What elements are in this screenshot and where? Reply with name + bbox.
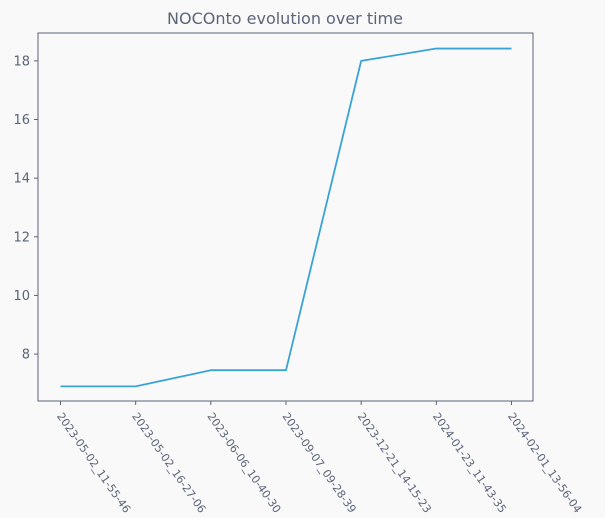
y-tick-label: 16 (13, 113, 30, 128)
plot-area-frame (38, 33, 533, 401)
y-tick-label: 10 (13, 289, 30, 304)
y-axis: 8 10 12 14 16 18 (13, 54, 38, 362)
x-axis: 2023-05-02_11-55-462023-05-02_16-27-0620… (54, 401, 584, 514)
series-line (61, 49, 512, 387)
series-layer (60, 49, 511, 387)
x-tick-label: 2023-09-07_09-28-39 (280, 410, 359, 514)
x-tick-label: 2023-05-02_11-55-46 (54, 410, 133, 514)
y-tick-label: 14 (13, 172, 30, 187)
y-tick-label: 18 (13, 54, 30, 69)
y-tick-label: 8 (22, 348, 30, 363)
x-tick-label: 2024-01-23_11-43-35 (430, 410, 509, 514)
x-tick-label: 2024-02-01_13-56-04 (505, 410, 584, 514)
x-tick-label: 2023-05-02_16-27-06 (129, 410, 208, 514)
x-tick-label: 2023-12-21_14-15-23 (355, 410, 434, 514)
x-tick-label: 2023-06-06_10-40-30 (204, 410, 283, 514)
chart-title: NOCOnto evolution over time (167, 9, 403, 28)
y-tick-label: 12 (13, 230, 30, 245)
